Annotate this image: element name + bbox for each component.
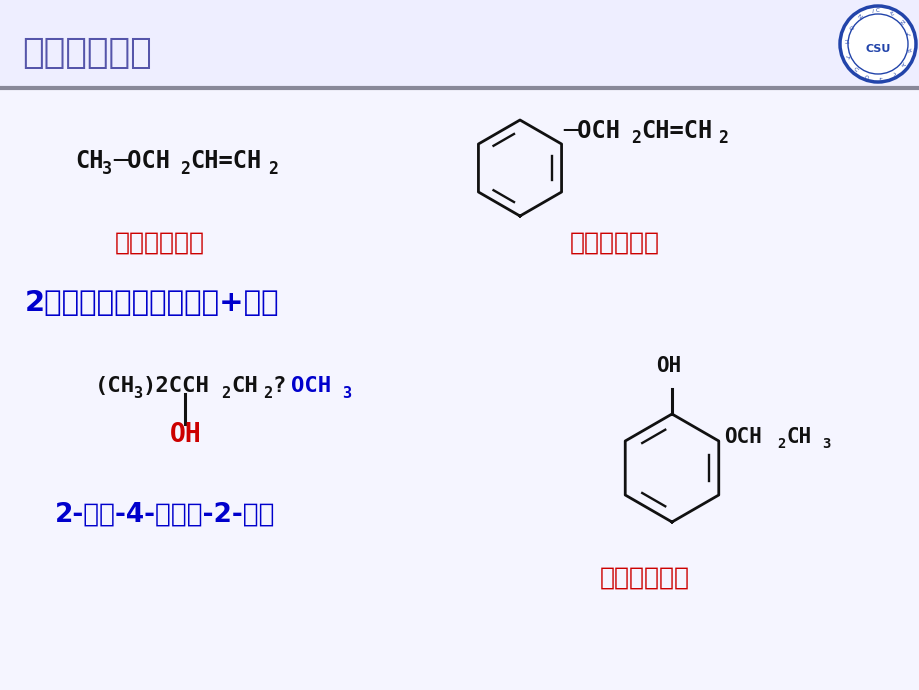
Text: 2: 2 <box>221 386 230 401</box>
Text: OH: OH <box>170 422 201 448</box>
Text: CH: CH <box>786 427 811 447</box>
Text: 2: 2 <box>630 129 641 147</box>
Text: A: A <box>901 60 907 66</box>
Text: 2-甲基-4-甲氧基-2-丁醇: 2-甲基-4-甲氧基-2-丁醇 <box>55 502 275 528</box>
Text: H: H <box>842 39 847 43</box>
Text: （二）命　名: （二）命 名 <box>22 36 152 70</box>
Text: OH: OH <box>655 356 680 376</box>
Text: 2: 2 <box>776 437 784 451</box>
Text: 3: 3 <box>342 386 351 401</box>
Text: 间乙氧基苯酚: 间乙氧基苯酚 <box>599 566 689 590</box>
Text: 2、系统命名法：烷氧基+母体: 2、系统命名法：烷氧基+母体 <box>25 289 279 317</box>
Text: T: T <box>906 33 912 38</box>
Text: C: C <box>875 8 879 14</box>
Text: 苯基烯丙基醚: 苯基烯丙基醚 <box>570 231 659 255</box>
Text: I: I <box>870 9 872 14</box>
Text: OCH: OCH <box>723 427 761 447</box>
Text: 3: 3 <box>133 386 142 401</box>
Text: 2: 2 <box>180 160 190 178</box>
Text: E: E <box>889 11 893 17</box>
Text: CH=CH: CH=CH <box>190 149 261 173</box>
Text: 2: 2 <box>263 386 272 401</box>
Text: ─OCH: ─OCH <box>563 119 620 143</box>
Text: CH=CH: CH=CH <box>641 119 712 143</box>
Text: U: U <box>851 64 857 70</box>
FancyBboxPatch shape <box>0 0 919 88</box>
Text: 甲基烯丙基醚: 甲基烯丙基醚 <box>115 231 205 255</box>
Text: CSU: CSU <box>865 44 890 54</box>
Text: OCH: OCH <box>290 376 331 396</box>
Circle shape <box>839 6 915 82</box>
Text: N: N <box>899 19 905 26</box>
Text: CH: CH <box>231 376 257 396</box>
Text: 3: 3 <box>821 437 829 451</box>
Text: R: R <box>907 48 913 52</box>
Text: (CH: (CH <box>95 376 135 396</box>
Text: L: L <box>891 70 896 75</box>
Text: T: T <box>843 53 849 58</box>
Text: S: S <box>878 75 882 79</box>
Text: N: N <box>855 14 861 20</box>
Text: 3: 3 <box>102 160 112 178</box>
Text: )2CCH: )2CCH <box>142 376 210 396</box>
Text: O: O <box>863 72 868 78</box>
Text: ─OCH: ─OCH <box>113 149 170 173</box>
Text: 2: 2 <box>267 160 278 178</box>
Text: ?: ? <box>273 376 286 396</box>
Text: U: U <box>845 25 852 30</box>
Text: 2: 2 <box>718 129 728 147</box>
Text: CH: CH <box>75 149 103 173</box>
